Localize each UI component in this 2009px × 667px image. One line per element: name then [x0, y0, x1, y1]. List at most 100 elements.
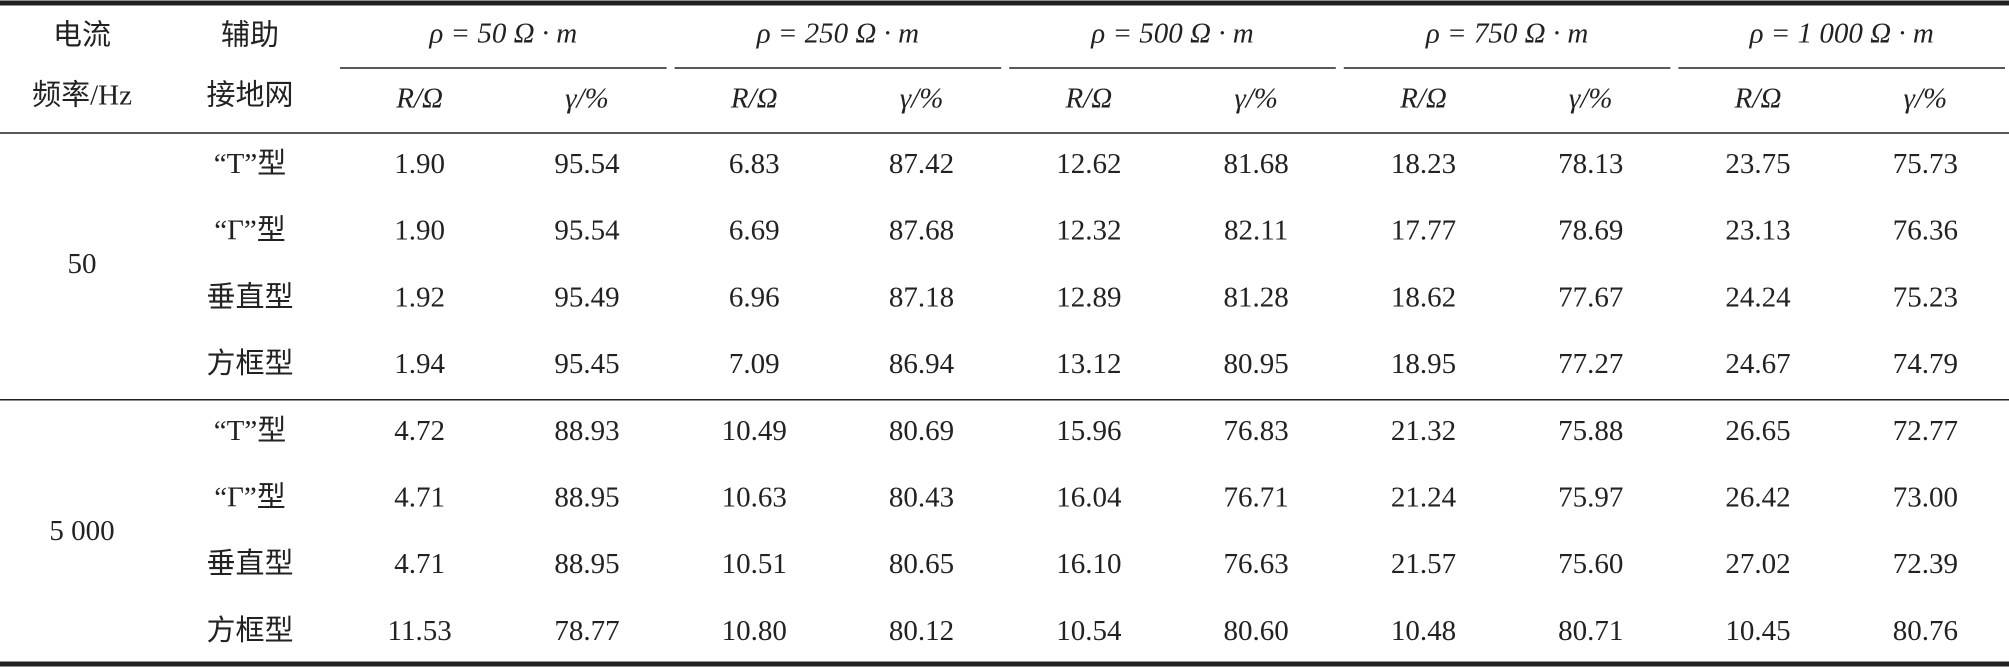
value-cell: 80.76 [1893, 615, 1958, 647]
value-cell: 26.42 [1725, 482, 1790, 514]
value-cell: 76.63 [1224, 548, 1289, 580]
value-cell: 88.95 [554, 482, 619, 514]
value-cell: 88.95 [554, 548, 619, 580]
value-cell: 7.09 [729, 348, 780, 380]
value-cell: 73.00 [1893, 482, 1958, 514]
sub-header: R/Ω [1064, 83, 1112, 115]
value-cell: 75.73 [1893, 148, 1958, 180]
value-cell: 18.95 [1391, 348, 1456, 380]
value-cell: 80.71 [1558, 615, 1623, 647]
value-cell: 72.77 [1893, 415, 1958, 447]
group-header: ρ = 250 Ω · m [756, 18, 919, 50]
sub-header: γ/% [1234, 83, 1278, 115]
value-cell: 1.90 [394, 215, 445, 247]
value-cell: 6.96 [729, 281, 780, 313]
value-cell: 76.36 [1893, 215, 1958, 247]
value-cell: 74.79 [1893, 348, 1958, 380]
value-cell: 75.60 [1558, 548, 1623, 580]
value-cell: 23.75 [1725, 148, 1790, 180]
value-cell: 77.67 [1558, 281, 1623, 313]
network-cell: “Γ”型 [214, 214, 286, 247]
value-cell: 18.23 [1391, 148, 1456, 180]
value-cell: 78.69 [1558, 215, 1623, 247]
value-cell: 21.32 [1391, 415, 1456, 447]
value-cell: 76.71 [1224, 482, 1289, 514]
value-cell: 12.89 [1056, 281, 1121, 313]
sub-header: R/Ω [1399, 83, 1447, 115]
value-cell: 95.54 [554, 148, 620, 180]
value-cell: 10.48 [1391, 615, 1456, 647]
value-cell: 80.65 [889, 548, 954, 580]
value-cell: 95.49 [554, 281, 619, 313]
value-cell: 77.27 [1558, 348, 1623, 380]
value-cell: 87.68 [889, 215, 954, 247]
value-cell: 78.13 [1558, 148, 1623, 180]
network-cell: 垂直型 [206, 547, 293, 580]
group-header: ρ = 50 Ω · m [428, 18, 577, 50]
value-cell: 10.49 [722, 415, 787, 447]
value-cell: 95.54 [554, 215, 620, 247]
value-cell: 10.63 [722, 482, 787, 514]
value-cell: 80.60 [1224, 615, 1289, 647]
value-cell: 17.77 [1391, 215, 1456, 247]
value-cell: 1.90 [394, 148, 445, 180]
sub-header: γ/% [1904, 83, 1948, 115]
value-cell: 13.12 [1056, 348, 1121, 380]
value-cell: 75.23 [1893, 281, 1958, 313]
value-cell: 10.51 [722, 548, 787, 580]
value-cell: 12.62 [1056, 148, 1121, 180]
network-cell: 方框型 [206, 347, 293, 380]
value-cell: 95.45 [554, 348, 619, 380]
sub-header: R/Ω [730, 83, 778, 115]
value-cell: 16.10 [1056, 548, 1121, 580]
value-cell: 80.95 [1224, 348, 1289, 380]
group-header: ρ = 750 Ω · m [1425, 18, 1588, 50]
value-cell: 82.11 [1224, 215, 1288, 247]
network-cell: “T”型 [214, 147, 286, 180]
value-cell: 81.68 [1224, 148, 1289, 180]
value-cell: 16.04 [1056, 482, 1122, 514]
value-cell: 21.24 [1391, 482, 1457, 514]
network-cell: “Γ”型 [214, 481, 286, 514]
value-cell: 6.83 [729, 148, 780, 180]
value-cell: 75.88 [1558, 415, 1623, 447]
value-cell: 76.83 [1224, 415, 1289, 447]
network-cell: 方框型 [206, 614, 293, 647]
group-header: ρ = 500 Ω · m [1090, 18, 1253, 50]
value-cell: 11.53 [388, 615, 452, 647]
value-cell: 86.94 [889, 348, 955, 380]
header-cell: 频率/Hz [32, 79, 132, 112]
value-cell: 88.93 [554, 415, 619, 447]
network-cell: 垂直型 [206, 280, 293, 313]
value-cell: 72.39 [1893, 548, 1958, 580]
sub-header: R/Ω [395, 83, 443, 115]
value-cell: 15.96 [1056, 415, 1121, 447]
frequency-cell: 50 [68, 248, 97, 280]
header-cell: 辅助 [221, 19, 279, 52]
value-cell: 23.13 [1725, 215, 1790, 247]
value-cell: 4.72 [394, 415, 445, 447]
value-cell: 12.32 [1056, 215, 1121, 247]
value-cell: 18.62 [1391, 281, 1456, 313]
value-cell: 1.92 [394, 281, 445, 313]
sub-header: R/Ω [1734, 83, 1782, 115]
value-cell: 10.45 [1725, 615, 1790, 647]
value-cell: 21.57 [1391, 548, 1456, 580]
value-cell: 87.18 [889, 281, 954, 313]
value-cell: 80.69 [889, 415, 954, 447]
sub-header: γ/% [565, 83, 609, 115]
value-cell: 24.24 [1725, 281, 1791, 313]
value-cell: 10.80 [722, 615, 787, 647]
value-cell: 80.12 [889, 615, 954, 647]
value-cell: 26.65 [1725, 415, 1790, 447]
frequency-cell: 5 000 [49, 515, 114, 547]
value-cell: 4.71 [394, 482, 445, 514]
sub-header: γ/% [1569, 83, 1613, 115]
value-cell: 75.97 [1558, 482, 1623, 514]
header-cell: 接地网 [206, 79, 293, 112]
value-cell: 80.43 [889, 482, 954, 514]
value-cell: 10.54 [1056, 615, 1122, 647]
network-cell: “T”型 [214, 414, 286, 447]
value-cell: 6.69 [729, 215, 780, 247]
